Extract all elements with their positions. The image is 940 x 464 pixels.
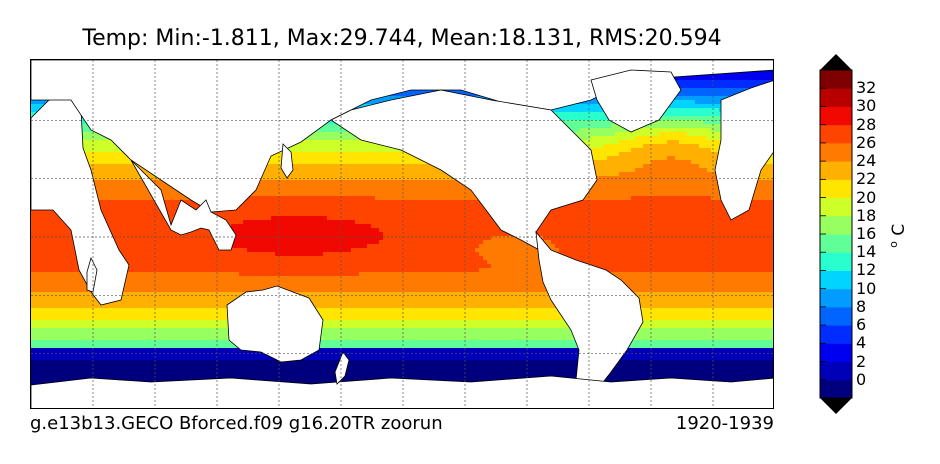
landmass [330, 89, 598, 253]
colorbar-swatch [820, 361, 852, 381]
colorbar-swatch [820, 106, 852, 126]
continents [31, 60, 773, 408]
colorbar-swatch [820, 88, 852, 107]
colorbar-tick-label: 12 [856, 260, 877, 280]
colorbar-swatch [820, 288, 852, 308]
colorbar-swatch [820, 270, 852, 290]
colorbar-tick-label: 30 [856, 96, 877, 116]
colorbar-tick-label: 32 [856, 78, 877, 98]
colorbar-swatch [820, 379, 852, 399]
colorbar-tick-label: 24 [856, 151, 877, 171]
colorbar-tick-label: 28 [856, 114, 877, 134]
colorbar-tick-label: 18 [856, 205, 877, 225]
landmass [130, 159, 237, 251]
colorbar-tick-label: 6 [856, 315, 867, 335]
colorbar-swatch [820, 343, 852, 363]
landmass [280, 143, 294, 179]
colorbar-tick-label: 14 [856, 242, 877, 262]
colorbar-swatch [820, 197, 852, 217]
colorbar-tick-label: 10 [856, 278, 877, 298]
landmass [86, 256, 98, 293]
colorbar-swatch [820, 306, 852, 326]
colorbar-swatch [820, 234, 852, 253]
colorbar-tick-label: 26 [856, 132, 877, 152]
colorbar-swatch [820, 215, 852, 235]
landmass [31, 375, 773, 408]
colorbar-swatch [820, 161, 852, 180]
landmass [714, 80, 773, 221]
landmass [31, 60, 773, 213]
colorbar-swatch [820, 252, 852, 271]
colorbar-swatch [820, 325, 852, 344]
period-caption: 1920-1939 [675, 413, 774, 434]
colorbar-tick-label: 4 [856, 333, 867, 353]
colorbar-tick-label: 16 [856, 224, 877, 243]
map-panel [30, 59, 774, 409]
colorbar [819, 54, 853, 414]
sst-map [31, 60, 773, 408]
colorbar-min-extension [820, 398, 852, 414]
colorbar-tick-label: 2 [856, 351, 867, 371]
colorbar-swatch [820, 124, 852, 144]
colorbar-swatch [820, 70, 852, 89]
graticule [31, 60, 773, 408]
colorbar-tick-label: 0 [856, 369, 867, 389]
colorbar-swatch [820, 142, 852, 162]
run-name-caption: g.e13b13.GECO Bforced.f09 g16.20TR zooru… [30, 413, 443, 434]
colorbar-label: o C [887, 223, 909, 248]
colorbar-tick-label: 8 [856, 296, 867, 316]
chart-title: Temp: Min:-1.811, Max:29.744, Mean:18.13… [82, 26, 722, 51]
colorbar-tick-label: 20 [856, 187, 877, 207]
landmass [226, 285, 324, 363]
colorbar-swatch [820, 179, 852, 199]
colorbar-max-extension [820, 54, 852, 70]
colorbar-tick-label: 22 [856, 169, 877, 189]
